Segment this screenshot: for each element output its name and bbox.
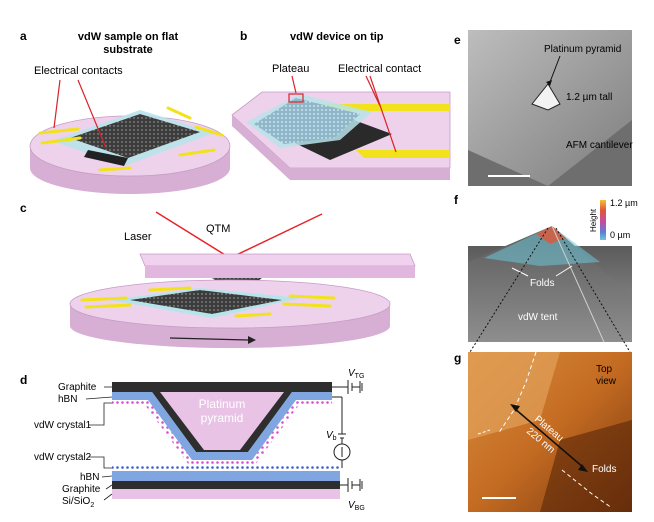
- qtm-label: QTM: [206, 223, 230, 235]
- vdw-device-tent: [254, 98, 360, 144]
- contacts-arrows-a: [53, 79, 107, 149]
- vdw-sample-c: [130, 290, 282, 314]
- bias-circuit: [332, 380, 363, 492]
- vb-label: Vb: [326, 430, 337, 442]
- panel-d: d Platinum pyramid Graphite hBN vdW crys…: [20, 368, 365, 512]
- plateau-marker: [288, 93, 304, 103]
- graphite-bottom-layer: [112, 481, 340, 489]
- tent-label-f: vdW tent: [518, 312, 558, 323]
- platinum-pyramid: [160, 392, 284, 450]
- laser-beam: [155, 211, 323, 259]
- panel-e: e Platinum pyramid 1.2 µm tall AFM canti…: [454, 30, 633, 186]
- panel-g: g Top view Plateau 220 nm Folds: [454, 351, 632, 512]
- panel-f-letter: f: [454, 193, 459, 207]
- laser-label: Laser: [124, 231, 152, 243]
- layer-label-hbn-bottom: hBN: [80, 472, 99, 483]
- vbg-label: VBG: [348, 500, 365, 512]
- layer-label-graphite-top: Graphite: [58, 382, 97, 393]
- pyramid-label-line1: Platinum: [199, 397, 246, 411]
- folds-label-g: Folds: [592, 464, 616, 475]
- height-max-label: 1.2 µm: [610, 198, 638, 208]
- panel-c-letter: c: [20, 201, 27, 215]
- layer-leader-lines: [85, 386, 113, 501]
- layer-label-si-sio2: Si/SiO2: [62, 496, 94, 509]
- rotation-arrow: [169, 337, 249, 341]
- panel-a-letter: a: [20, 29, 27, 43]
- vtg-label: VTG: [348, 368, 364, 380]
- pyramid-label-line2: pyramid: [201, 411, 244, 425]
- fold-line-2: [561, 469, 613, 509]
- vdw-sample: [70, 114, 200, 158]
- panel-a-title-line2: substrate: [103, 44, 153, 56]
- pyramid-pointer-e: [549, 55, 561, 83]
- electrical-contacts-c: [80, 286, 336, 318]
- panel-a-title-line1: vdW sample on flat: [78, 31, 179, 43]
- panel-e-letter: e: [454, 33, 461, 47]
- height-label-e: 1.2 µm tall: [566, 92, 612, 103]
- folds-label-f: Folds: [530, 278, 554, 289]
- layer-label-hbn-top: hBN: [58, 394, 77, 405]
- pyramid-sem: [531, 83, 561, 111]
- fold-line-1: [497, 351, 537, 435]
- panel-b-letter: b: [240, 29, 247, 43]
- hbn-top-layer: [112, 392, 332, 460]
- height-axis-label: Height: [589, 208, 598, 232]
- electrical-contact-label-b: Electrical contact: [338, 63, 421, 75]
- panel-c: c Laser QTM: [20, 201, 416, 348]
- panel-f: f 1.2 µm 0 µm Height Folds vdW tent: [454, 193, 638, 353]
- panel-b: b vdW device on tip Plateau Electrical c…: [231, 29, 451, 180]
- hbn-bottom-layer: [112, 471, 340, 481]
- layer-label-crystal2: vdW crystal2: [34, 452, 92, 463]
- contact-arrows-b: [291, 75, 397, 153]
- cantilever-label-e: AFM cantilever: [566, 140, 633, 151]
- plateau-label-b: Plateau: [272, 63, 309, 75]
- height-colorbar: [600, 200, 606, 240]
- si-sio2-substrate: [112, 489, 340, 499]
- contact-strip-bottom: [356, 150, 450, 158]
- panel-g-letter: g: [454, 351, 461, 365]
- vdw-crystal2-layer: [112, 466, 340, 471]
- layer-label-graphite-bottom: Graphite: [62, 484, 101, 495]
- zoom-lines: [469, 227, 631, 353]
- panel-a-contacts-label: Electrical contacts: [34, 65, 123, 77]
- panel-a: a vdW sample on flat substrate Electrica…: [20, 29, 231, 194]
- electrical-contacts-a: [38, 106, 224, 172]
- cantilever: [139, 253, 416, 267]
- height-min-label: 0 µm: [610, 230, 630, 240]
- pyramid-label-e: Platinum pyramid: [544, 44, 621, 55]
- top-view-line1: Top: [596, 364, 613, 375]
- layer-label-crystal1: vdW crystal1: [34, 420, 92, 431]
- plateau-size-arrow: [513, 407, 585, 469]
- top-view-line2: view: [596, 376, 617, 387]
- panel-b-title: vdW device on tip: [290, 31, 384, 43]
- panel-d-letter: d: [20, 373, 27, 387]
- rotation-arrowhead: [248, 336, 256, 344]
